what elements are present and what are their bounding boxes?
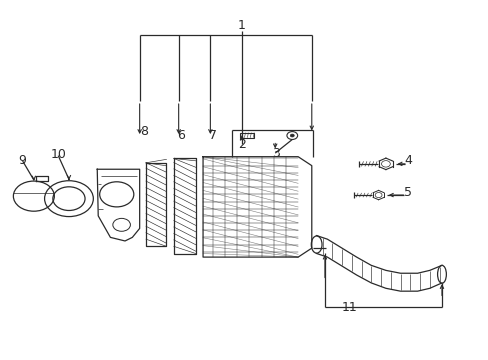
Text: 3: 3 (272, 147, 280, 159)
Text: 11: 11 (341, 301, 356, 314)
Text: 1: 1 (238, 19, 245, 32)
Text: 10: 10 (50, 148, 66, 161)
Text: 8: 8 (140, 125, 148, 138)
Text: 9: 9 (19, 154, 26, 167)
Text: 2: 2 (238, 138, 245, 150)
Circle shape (290, 134, 294, 137)
Text: 7: 7 (208, 129, 216, 142)
Text: 6: 6 (177, 129, 184, 142)
Text: 5: 5 (403, 186, 411, 199)
Text: 4: 4 (403, 154, 411, 167)
